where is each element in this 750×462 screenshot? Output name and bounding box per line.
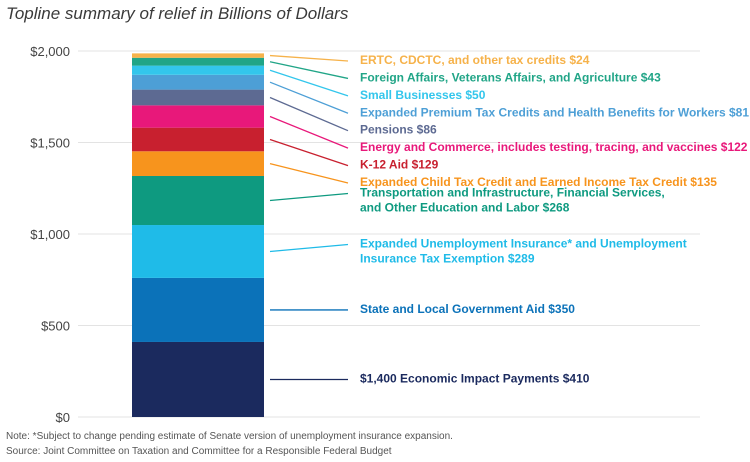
leader-line-5 xyxy=(269,138,349,167)
segment-label-line: Insurance Tax Exemption $289 xyxy=(360,252,535,266)
segment-label-line: Expanded Child Tax Credit and Earned Inc… xyxy=(360,175,717,189)
segment-label-5: K-12 Aid $129 xyxy=(360,158,439,172)
leader-line-4 xyxy=(269,163,349,184)
segment-label-0: $1,400 Economic Impact Payments $410 xyxy=(360,372,590,386)
segment-label-line: Transportation and Infrastructure, Finan… xyxy=(360,186,665,200)
leader-line-10 xyxy=(269,61,349,80)
segment-label-line: ERTC, CDCTC, and other tax credits $24 xyxy=(360,53,590,67)
bar-segment-5 xyxy=(132,127,264,152)
chart-note: Note: *Subject to change pending estimat… xyxy=(6,431,453,442)
segment-label-2: Expanded Unemployment Insurance* and Une… xyxy=(360,237,687,266)
leader-line-3 xyxy=(269,192,349,202)
segment-label-line: K-12 Aid $129 xyxy=(360,158,439,172)
segment-label-line: State and Local Government Aid $350 xyxy=(360,302,575,316)
leader-line-7 xyxy=(269,96,349,132)
leader-line-6 xyxy=(269,115,349,149)
segment-label-line: Energy and Commerce, includes testing, t… xyxy=(360,140,748,154)
bar-segment-6 xyxy=(132,105,264,128)
segment-label-line: $1,400 Economic Impact Payments $410 xyxy=(360,372,590,386)
segment-label-1: State and Local Government Aid $350 xyxy=(360,302,575,316)
segment-label-line: Small Businesses $50 xyxy=(360,88,486,102)
segment-label-line: Expanded Premium Tax Credits and Health … xyxy=(360,105,749,119)
bar-segment-1 xyxy=(132,277,264,342)
segment-label-line: and Other Education and Labor $268 xyxy=(360,201,570,215)
segment-label-3: Transportation and Infrastructure, Finan… xyxy=(360,186,665,215)
chart-source: Source: Joint Committee on Taxation and … xyxy=(6,446,392,457)
segment-label-7: Pensions $86 xyxy=(360,123,437,137)
segment-label-line: Expanded Unemployment Insurance* and Une… xyxy=(360,237,687,251)
leader-line-8 xyxy=(269,81,349,114)
bar-segment-10 xyxy=(132,57,264,66)
bar-segment-3 xyxy=(132,175,264,226)
segment-label-line: Foreign Affairs, Veterans Affairs, and A… xyxy=(360,71,661,85)
chart-title: Topline summary of relief in Billions of… xyxy=(6,4,349,23)
segment-label-11: ERTC, CDCTC, and other tax credits $24 xyxy=(360,53,590,67)
segment-label-line: Pensions $86 xyxy=(360,123,437,137)
segment-label-4: Expanded Child Tax Credit and Earned Inc… xyxy=(360,175,717,189)
bar-segment-4 xyxy=(132,151,264,176)
segment-label-10: Foreign Affairs, Veterans Affairs, and A… xyxy=(360,71,661,85)
bar-segment-9 xyxy=(132,65,264,75)
leader-line-2 xyxy=(269,243,349,253)
segment-label-6: Energy and Commerce, includes testing, t… xyxy=(360,140,748,154)
y-tick-label-4: $2,000 xyxy=(30,44,70,59)
y-tick-label-2: $1,000 xyxy=(30,227,70,242)
y-tick-label-0: $0 xyxy=(56,410,70,425)
y-tick-label-3: $1,500 xyxy=(30,136,70,151)
bar-segment-0 xyxy=(132,341,264,417)
bar-segment-8 xyxy=(132,74,264,90)
bar-segment-11 xyxy=(132,53,264,58)
leader-line-11 xyxy=(269,54,349,62)
segment-label-8: Expanded Premium Tax Credits and Health … xyxy=(360,105,749,119)
bar-segment-7 xyxy=(132,89,264,106)
leader-line-9 xyxy=(269,69,349,97)
bar-segment-2 xyxy=(132,225,264,278)
segment-label-9: Small Businesses $50 xyxy=(360,88,486,102)
y-tick-label-1: $500 xyxy=(41,319,70,334)
